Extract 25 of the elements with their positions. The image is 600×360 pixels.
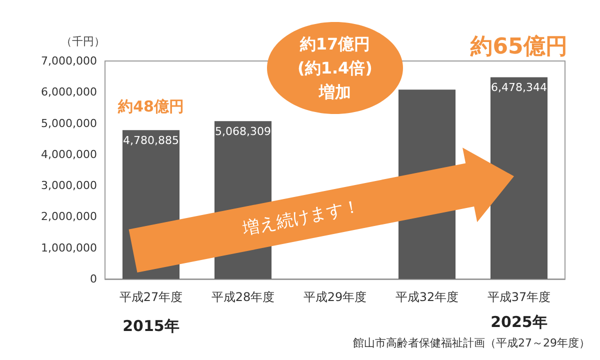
- y-tick-label: 1,000,000: [41, 241, 97, 254]
- y-tick-label: 2,000,000: [41, 210, 97, 224]
- y-tick-label: 4,000,000: [41, 148, 97, 161]
- text: 2015年: [122, 317, 180, 335]
- data-label: 6,478,344: [491, 81, 547, 94]
- annotation: 約17億円 (約1.4倍) 増加: [298, 34, 372, 102]
- y-tick-label: 3,000,000: [41, 179, 97, 192]
- text: 2025年: [490, 313, 548, 331]
- data-label: 5,068,309: [215, 125, 271, 138]
- x-tick-label: 平成29年度: [303, 290, 367, 304]
- x-tick-label: 平成32年度: [395, 290, 459, 304]
- x-tick-label: 平成37年度: [487, 290, 551, 304]
- text: 館山市高齢者保健福祉計画（平成27～29年度）: [353, 336, 590, 350]
- data-label: 4,780,885: [123, 134, 179, 148]
- x-tick-label: 平成28年度: [211, 290, 275, 304]
- annotation: 増え続けます！: [240, 196, 362, 240]
- bar: [490, 77, 548, 279]
- x-tick-label: 平成27年度: [119, 290, 183, 304]
- y-axis-title: （千円）: [61, 35, 105, 48]
- y-tick-label: 6,000,000: [41, 86, 97, 99]
- y-tick-label: 7,000,000: [41, 54, 97, 68]
- y-tick-label: 0: [90, 272, 97, 286]
- annotation: 約48億円: [117, 97, 184, 116]
- text: 約65億円: [470, 34, 568, 60]
- y-tick-label: 5,000,000: [41, 116, 97, 130]
